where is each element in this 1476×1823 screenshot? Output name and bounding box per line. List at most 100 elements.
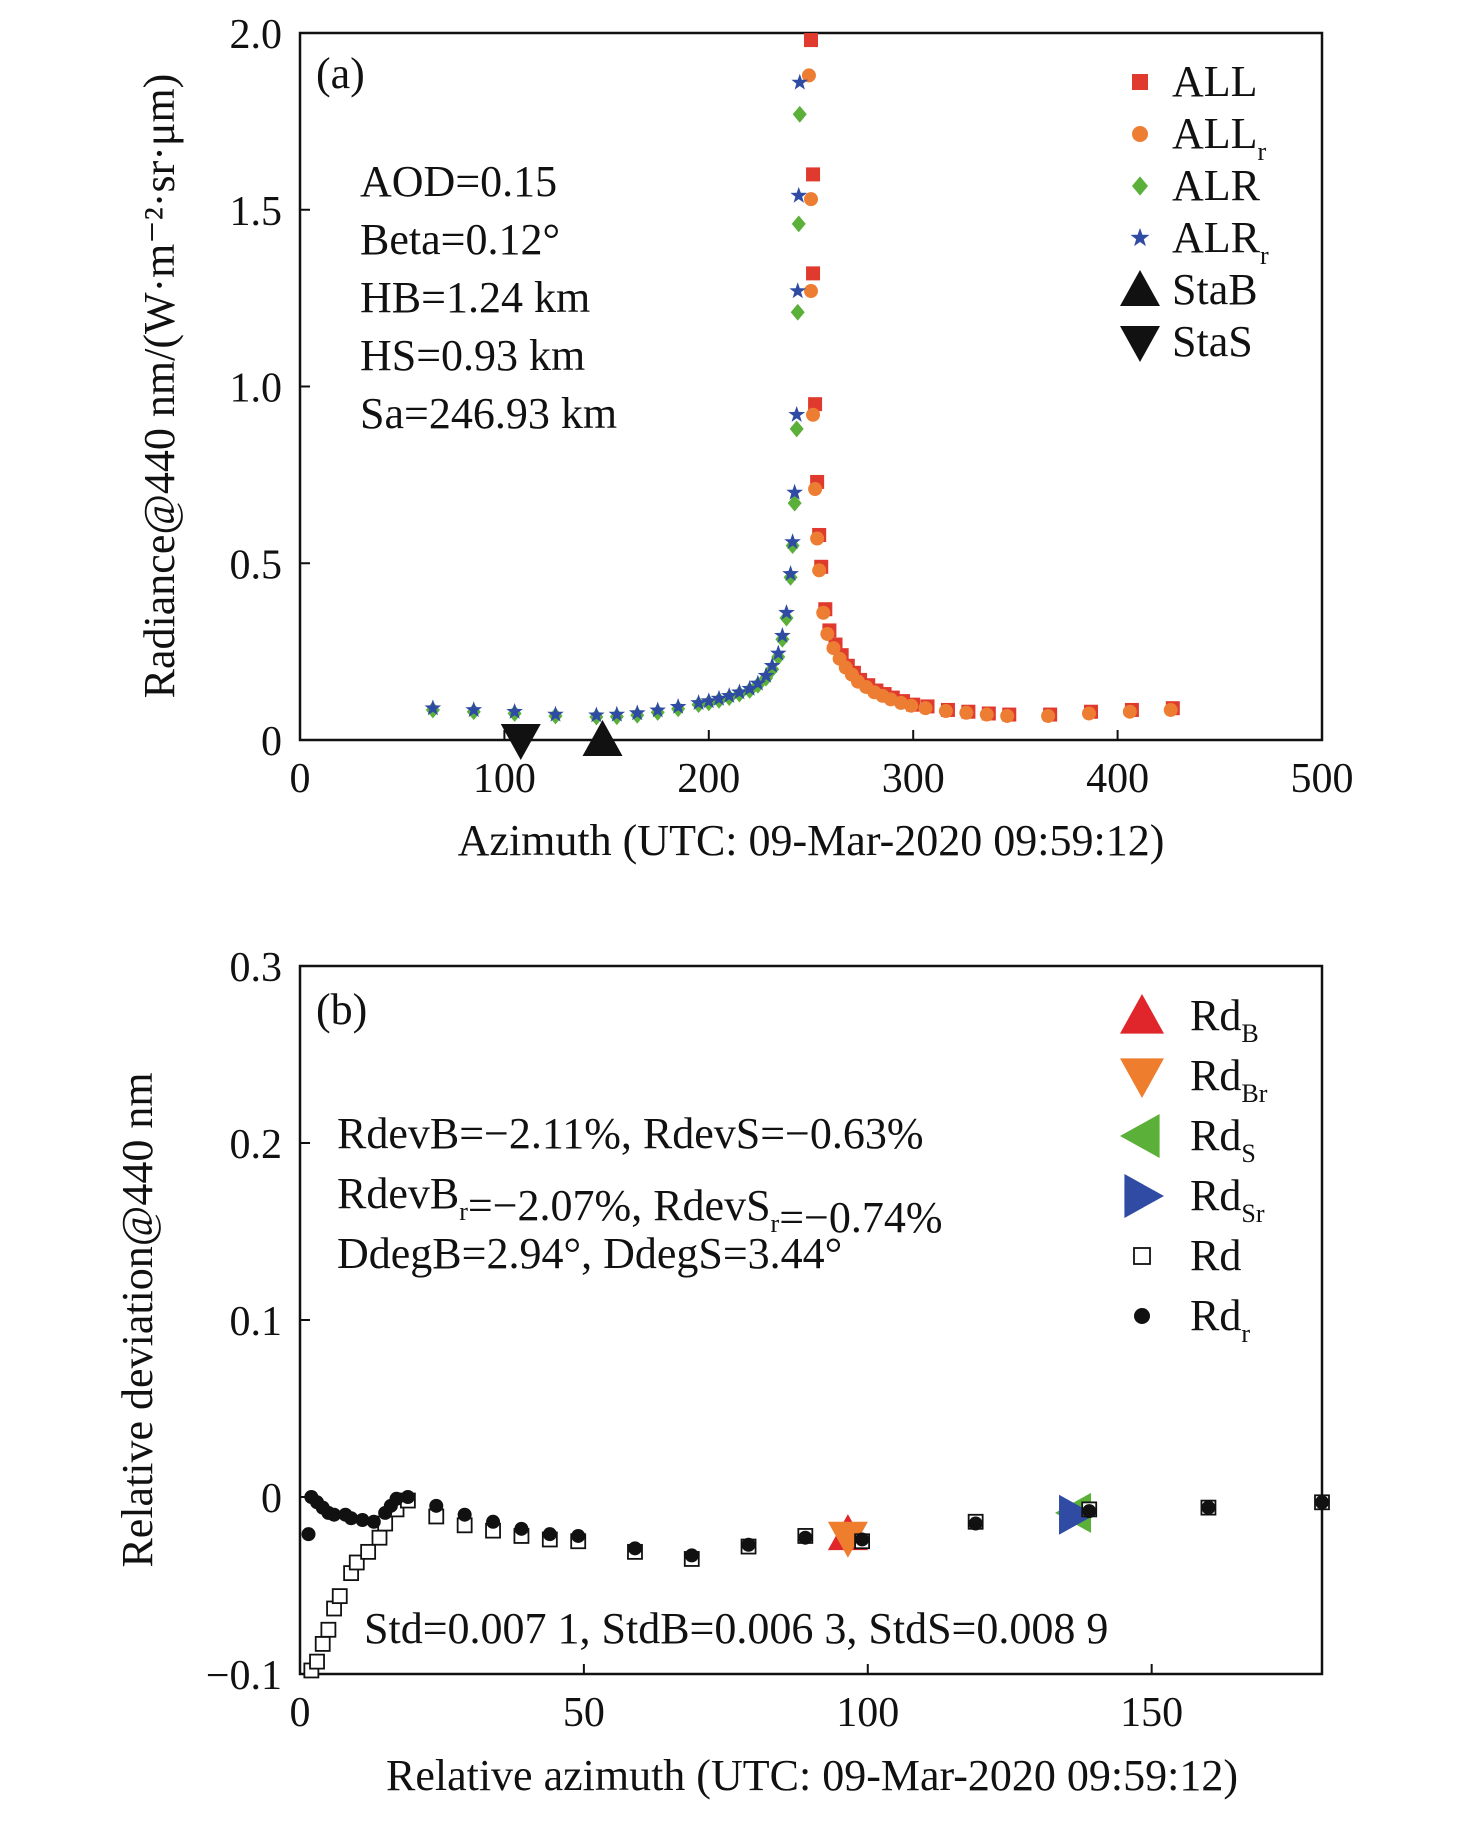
- data-point-rd: [309, 1653, 325, 1670]
- y-axis-label-a: Radiance@440 nm/(W·m⁻²·sr·μm): [135, 74, 184, 699]
- data-point-alrr: [547, 705, 564, 722]
- x-tick-label: 500: [1291, 756, 1354, 802]
- data-point-alrr: [770, 644, 787, 661]
- data-point-alr: [790, 303, 805, 321]
- data-point-allr: [1041, 708, 1056, 723]
- data-point-stab: [582, 720, 623, 756]
- legend-marker-rdsr: [1124, 1174, 1164, 1218]
- data-point-allr: [959, 705, 974, 720]
- legend-label-alr: ALR: [1172, 161, 1261, 210]
- data-point-rdr: [627, 1541, 642, 1556]
- annotation-text: HS=0.93 km: [360, 331, 585, 380]
- data-point-all: [806, 167, 821, 182]
- x-tick-label: 0: [290, 756, 311, 802]
- data-point-alrr: [608, 705, 626, 722]
- data-point-alrr: [424, 699, 442, 716]
- data-point-rdr: [855, 1532, 870, 1547]
- data-point-rdr: [301, 1527, 316, 1542]
- data-point-alr: [789, 420, 804, 438]
- legend-marker-stas: [1120, 326, 1160, 362]
- data-point-alrr: [669, 698, 687, 714]
- data-points-b: [301, 1490, 1330, 1679]
- data-point-rdsr: [1059, 1494, 1096, 1535]
- legend-label-allr: ALLr: [1172, 109, 1267, 166]
- data-point-allr: [820, 626, 835, 641]
- data-point-alrr: [690, 694, 707, 710]
- panel-b-deviation-chart: 0 50 100 150−0.100.10.20.3 (b) RdevB=−2.11%…: [113, 945, 1330, 1800]
- data-point-allr: [812, 563, 827, 578]
- legend-marker-all: [1132, 74, 1148, 90]
- data-point-rdr: [968, 1516, 983, 1531]
- data-point-rdr: [429, 1498, 444, 1513]
- data-point-rdr: [327, 1507, 342, 1522]
- y-tick-label: 0.5: [230, 542, 283, 588]
- data-point-allr: [1122, 704, 1137, 719]
- data-point-alrr: [588, 706, 605, 723]
- data-point-rdr: [1315, 1495, 1329, 1510]
- data-point-alrr: [741, 680, 758, 696]
- data-point-rdr: [355, 1513, 370, 1528]
- data-point-alrr: [782, 565, 799, 581]
- y-tick-label: 0.3: [230, 945, 283, 991]
- data-point-alrr: [763, 657, 781, 673]
- data-point-allr: [938, 704, 953, 719]
- legend-label-alrr: ALRr: [1172, 213, 1269, 270]
- data-point-alrr: [757, 666, 775, 683]
- panel-label-a: (a): [316, 49, 365, 98]
- data-point-allr: [904, 698, 919, 713]
- data-point-alrr: [774, 627, 791, 643]
- annotation-text: Beta=0.12°: [360, 215, 560, 264]
- legend-marker-alr: [1132, 176, 1148, 196]
- data-point-rdr: [684, 1548, 699, 1563]
- data-point-rd: [320, 1621, 337, 1638]
- data-point-allr: [1000, 708, 1015, 723]
- data-point-alr: [792, 105, 807, 123]
- legend-marker-stab: [1120, 270, 1160, 306]
- data-point-rdr: [366, 1514, 381, 1529]
- data-point-rdbr: [827, 1521, 868, 1558]
- panel-label-b: (b): [316, 985, 367, 1034]
- legend-marker-rds: [1120, 1114, 1160, 1158]
- data-point-alrr: [791, 73, 809, 90]
- data-point-allr: [826, 641, 841, 656]
- data-point-rdr: [514, 1521, 529, 1536]
- legend-marker-allr: [1132, 126, 1148, 142]
- y-axis-label-b: Relative deviation@440 nm: [113, 1072, 162, 1567]
- data-point-rdr: [1201, 1500, 1216, 1515]
- legend-label-all: ALL: [1172, 57, 1258, 106]
- axis-ticks-b: 0 50 100 150−0.100.10.20.3: [206, 945, 1183, 1736]
- data-point-alrr: [700, 692, 718, 709]
- legend-label-stab: StaB: [1172, 265, 1258, 314]
- data-point-allr: [806, 407, 821, 422]
- data-point-all: [804, 33, 818, 48]
- data-point-rdr: [389, 1491, 404, 1506]
- data-point-alr: [779, 609, 794, 627]
- legend-label-rdbr: RdBr: [1190, 1051, 1268, 1108]
- y-tick-label: 0: [261, 719, 282, 765]
- data-point-rdr: [798, 1530, 813, 1545]
- x-tick-label: 100: [473, 756, 536, 802]
- plot-frame-b: [298, 964, 1324, 1676]
- y-tick-label: 1.5: [230, 189, 283, 235]
- data-point-alrr: [788, 406, 805, 422]
- panel-a-radiance-chart: 0 100 200 300 400 500 0 0.5 1.0 1.5 2.0 (a) AOD=0.…: [135, 12, 1354, 865]
- y-tick-label: 0.1: [230, 1299, 283, 1345]
- data-point-alrr: [784, 533, 801, 550]
- data-point-stas: [500, 724, 541, 760]
- data-point-alrr: [731, 683, 748, 700]
- y-tick-label: −0.1: [206, 1653, 282, 1699]
- annotation-text: DdegB=2.94°, DdegS=3.44°: [337, 1229, 842, 1278]
- x-tick-label: 200: [677, 756, 740, 802]
- data-point-rd: [314, 1636, 331, 1652]
- data-point-allr: [804, 284, 818, 299]
- plot-frame-a: [298, 31, 1324, 742]
- data-point-rdr: [400, 1490, 415, 1504]
- data-point-all: [806, 266, 821, 281]
- data-point-allr: [1081, 706, 1096, 721]
- data-point-allr: [918, 701, 933, 716]
- legend-marker-alrr: [1130, 228, 1150, 247]
- legend-marker-rdbr: [1120, 1058, 1164, 1098]
- data-point-alrr: [465, 701, 483, 717]
